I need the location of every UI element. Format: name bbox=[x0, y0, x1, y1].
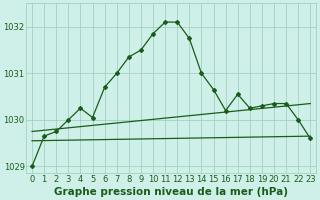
X-axis label: Graphe pression niveau de la mer (hPa): Graphe pression niveau de la mer (hPa) bbox=[54, 187, 288, 197]
